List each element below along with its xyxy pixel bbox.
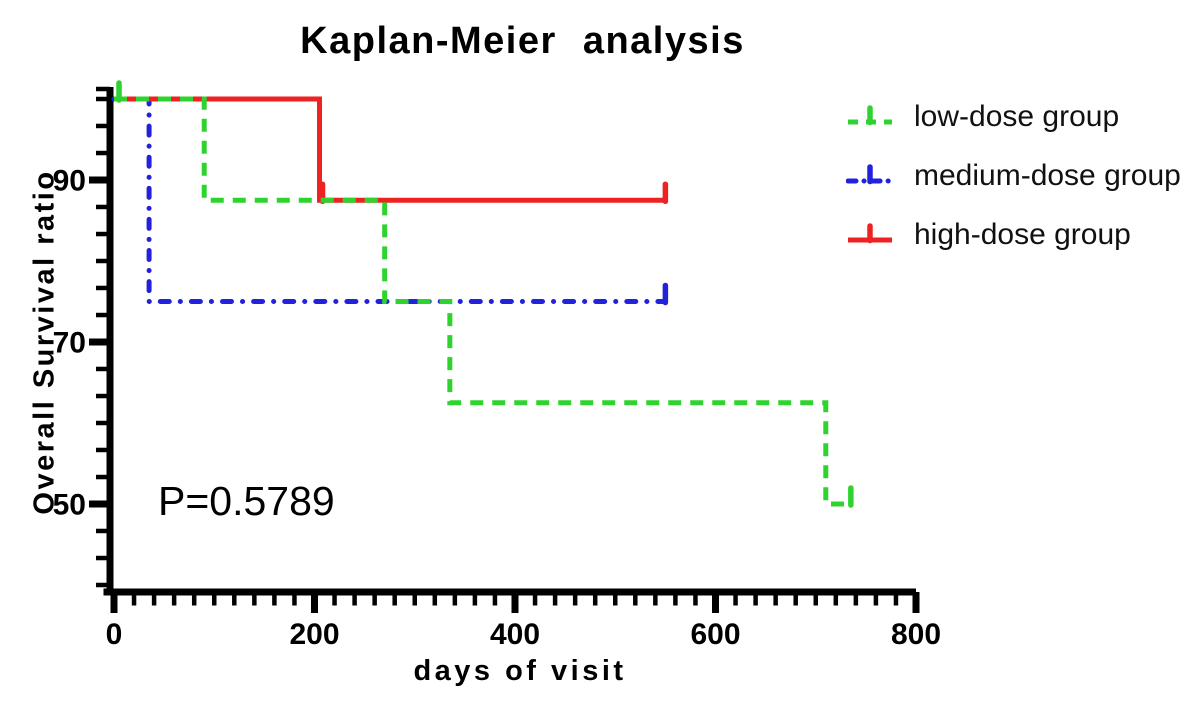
svg-text:50: 50 — [53, 489, 86, 522]
p-value-annotation: P=0.5789 — [158, 478, 335, 524]
low-dose-line-symbol — [848, 105, 892, 126]
legend-label-medium-dose: medium-dose group — [914, 159, 1181, 192]
series-high-dose-group — [114, 96, 669, 204]
svg-text:800: 800 — [891, 618, 941, 651]
legend-item-high-dose: high-dose group — [846, 218, 1181, 252]
legend-item-medium-dose: medium-dose group — [846, 159, 1181, 193]
legend-item-low-dose: low-dose group — [846, 100, 1181, 134]
axes: 0 200 400 600 800 50 70 90 — [53, 86, 941, 651]
x-axis-label: days of visit — [413, 655, 627, 687]
svg-text:400: 400 — [490, 618, 540, 651]
svg-text:600: 600 — [690, 618, 740, 651]
high-dose-line-symbol — [848, 223, 892, 244]
legend-label-low-dose: low-dose group — [914, 100, 1120, 133]
svg-text:90: 90 — [53, 165, 86, 198]
chart-title: Kaplan-Meier analysis — [300, 20, 745, 62]
svg-text:200: 200 — [289, 618, 339, 651]
legend: low-dose group medium-dose group high-do… — [846, 100, 1181, 252]
legend-label-high-dose: high-dose group — [914, 218, 1131, 251]
svg-text:70: 70 — [53, 327, 86, 360]
medium-dose-line-symbol — [846, 164, 894, 185]
series-low-dose-group — [114, 80, 854, 508]
svg-text:0: 0 — [106, 618, 123, 651]
